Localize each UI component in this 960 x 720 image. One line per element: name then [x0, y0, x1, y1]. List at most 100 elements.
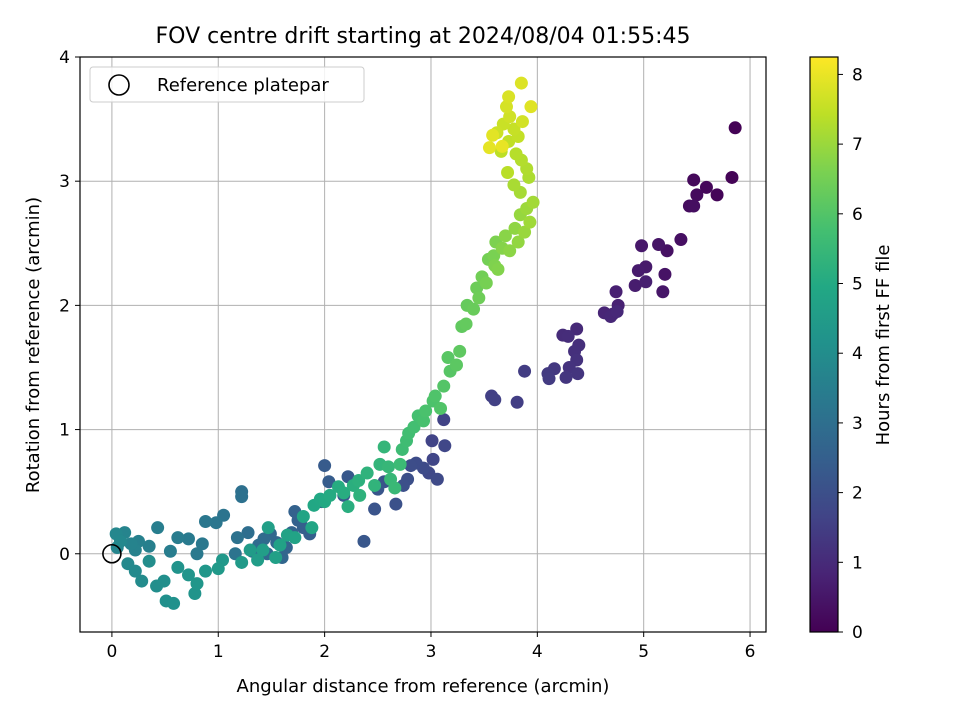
data-point: [518, 364, 532, 378]
data-point: [337, 486, 351, 500]
data-point: [515, 115, 529, 129]
data-point: [195, 537, 209, 551]
data-point: [368, 478, 382, 492]
colorbar-tick-label: 3: [852, 414, 863, 434]
colorbar: [809, 56, 839, 633]
data-point: [437, 413, 451, 427]
data-point: [687, 173, 701, 187]
data-point: [404, 459, 418, 473]
colorbar-tick-label: 6: [852, 205, 863, 225]
data-point: [388, 481, 402, 495]
data-point: [518, 225, 532, 239]
data-point: [393, 457, 407, 471]
data-point: [482, 141, 496, 155]
x-tick-label: 2: [319, 642, 330, 662]
x-axis-ticks: 0 1 2 3 4 5 6: [106, 632, 755, 662]
data-point: [261, 521, 275, 535]
data-point: [487, 249, 501, 263]
data-point: [353, 488, 367, 502]
plot-frame: [79, 56, 767, 633]
legend-box: [89, 66, 365, 103]
data-point: [357, 534, 371, 548]
data-point: [523, 215, 537, 229]
data-point: [635, 239, 649, 253]
data-point: [199, 564, 213, 578]
colorbar-tick-label: 8: [852, 65, 863, 85]
data-point: [211, 562, 225, 576]
data-point: [524, 100, 538, 114]
data-point: [235, 490, 249, 504]
data-point: [251, 553, 265, 567]
y-tick-label: 4: [59, 48, 70, 68]
data-point: [450, 358, 464, 372]
data-point: [526, 195, 540, 209]
data-point: [190, 547, 204, 561]
data-point: [269, 550, 283, 564]
data-point: [453, 344, 467, 358]
data-point: [728, 121, 742, 135]
data-point: [199, 514, 213, 528]
y-axis-label: Rotation from reference (arcmin): [23, 197, 44, 493]
data-point: [486, 128, 500, 142]
data-point: [472, 291, 486, 305]
data-point: [190, 577, 204, 591]
data-point: [241, 526, 255, 540]
data-point: [507, 178, 521, 192]
data-point: [499, 100, 513, 114]
data-point: [323, 488, 337, 502]
data-point: [181, 532, 195, 546]
data-point: [377, 440, 391, 454]
data-point: [151, 521, 165, 535]
data-point: [470, 281, 484, 295]
colorbar-tick-label: 1: [852, 553, 863, 573]
legend: Reference platepar: [89, 66, 365, 103]
data-point: [425, 434, 439, 448]
data-point: [609, 285, 623, 299]
data-point: [188, 587, 202, 601]
data-point: [426, 452, 440, 466]
colorbar-tick-label: 7: [852, 135, 863, 155]
data-point: [571, 367, 585, 381]
colorbar-tick-label: 2: [852, 484, 863, 504]
data-point: [181, 568, 195, 582]
data-point: [687, 199, 701, 213]
data-point: [509, 147, 523, 161]
data-point: [417, 414, 431, 428]
data-point: [428, 389, 442, 403]
data-point: [479, 276, 493, 290]
data-point: [511, 235, 525, 249]
data-point: [360, 466, 374, 480]
data-point: [407, 420, 421, 434]
y-tick-label: 1: [59, 421, 70, 441]
data-point: [559, 370, 573, 384]
data-point: [318, 459, 332, 473]
data-point: [341, 500, 355, 514]
data-point: [243, 543, 257, 557]
data-point: [628, 279, 642, 293]
x-tick-label: 5: [638, 642, 649, 662]
x-tick-label: 0: [106, 642, 117, 662]
data-point: [459, 317, 473, 331]
chart-title: FOV centre drift starting at 2024/08/04 …: [156, 24, 691, 49]
y-tick-label: 0: [59, 545, 70, 565]
y-tick-label: 2: [59, 296, 70, 316]
data-point: [124, 537, 138, 551]
data-point: [256, 543, 270, 557]
colorbar-ticks: 0 1 2 3 4 5 6 7 8: [838, 65, 863, 643]
data-point: [510, 395, 524, 409]
data-point: [288, 531, 302, 545]
data-point: [652, 238, 666, 252]
y-tick-label: 3: [59, 172, 70, 192]
data-point: [710, 188, 724, 202]
data-point: [610, 305, 624, 319]
data-point: [690, 188, 704, 202]
data-point: [419, 404, 433, 418]
data-point: [235, 555, 249, 569]
data-point: [368, 502, 382, 516]
data-point: [495, 139, 509, 153]
data-point: [157, 574, 171, 588]
data-point: [389, 497, 403, 511]
data-point: [273, 538, 287, 552]
data-point: [142, 539, 156, 553]
data-point: [441, 351, 455, 365]
